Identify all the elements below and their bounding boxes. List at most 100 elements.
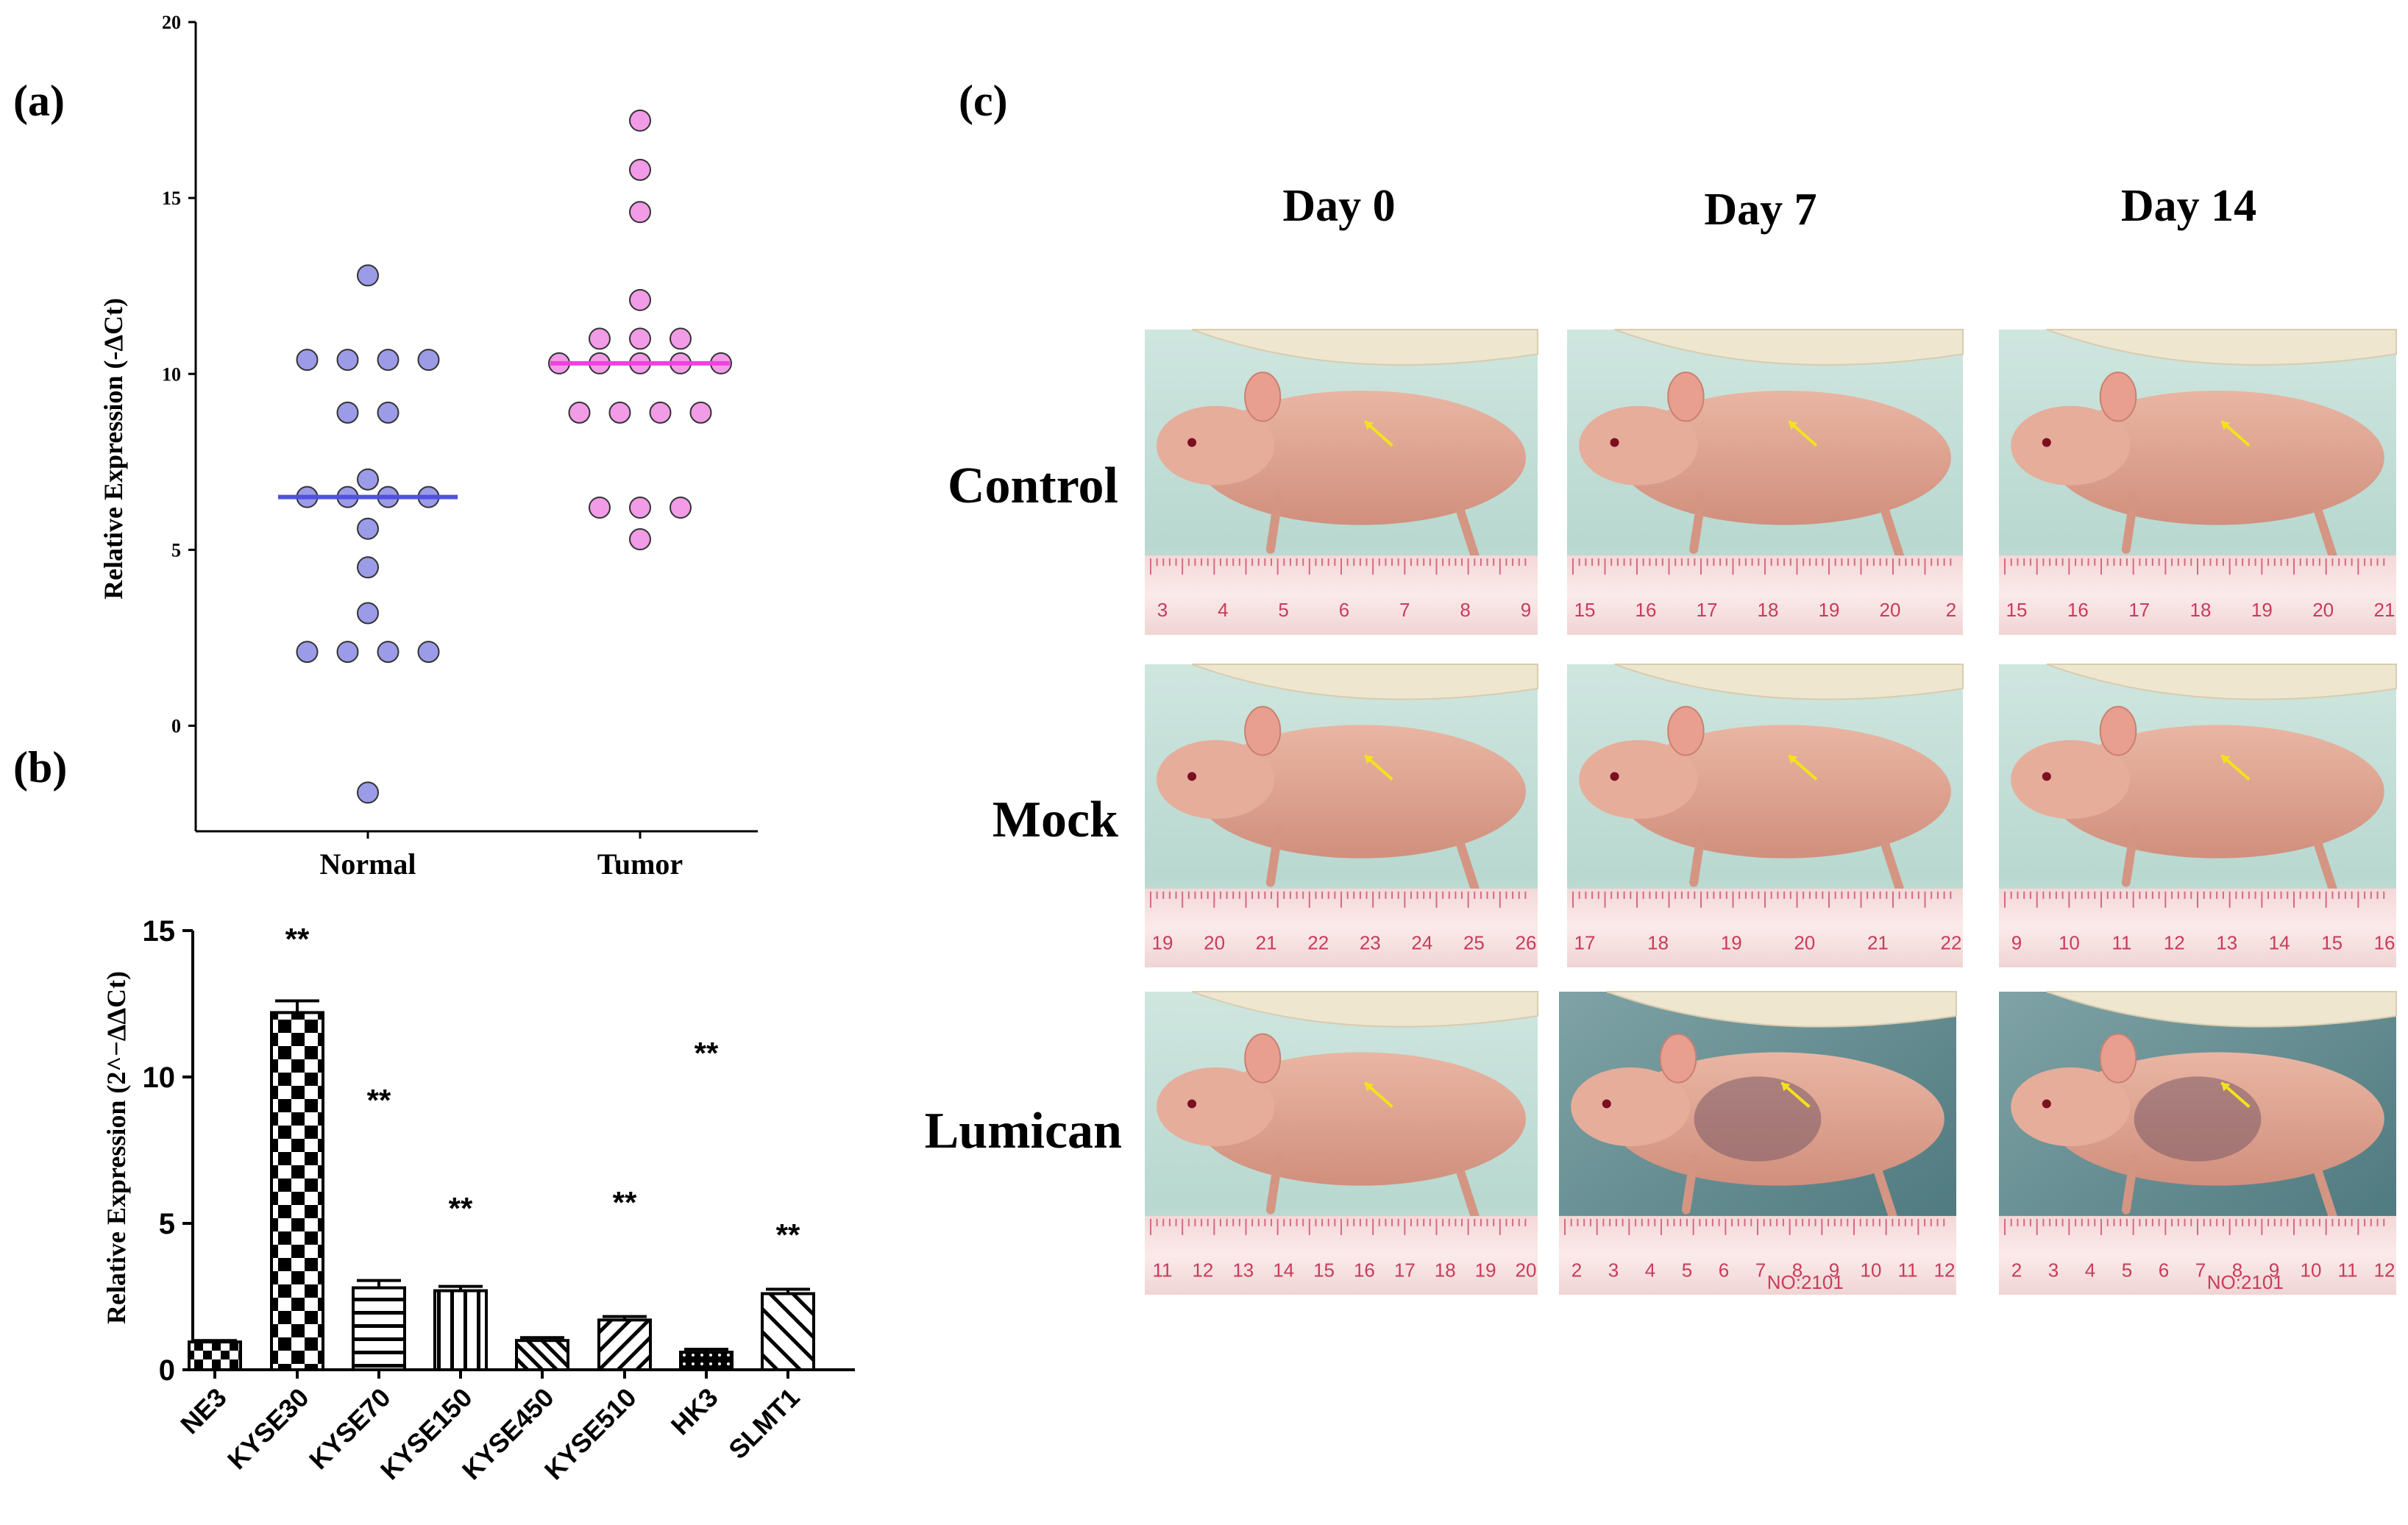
y-tick-label-a: 20 xyxy=(162,12,181,33)
mouse-ear xyxy=(1244,372,1282,422)
mouse-legs xyxy=(1265,1153,1480,1220)
bar-kyse30 xyxy=(270,1011,324,1371)
data-point-normal xyxy=(377,349,399,372)
data-point-normal xyxy=(336,349,359,372)
data-point-normal xyxy=(357,602,379,625)
data-point-normal xyxy=(357,468,379,491)
ruler-number: 8 xyxy=(1460,599,1470,621)
y-tick-label-a: 0 xyxy=(171,716,181,737)
tumor-mass xyxy=(2134,1076,2262,1162)
ruler-number: 21 xyxy=(1256,931,1277,953)
ruler-number: 9 xyxy=(1521,599,1531,621)
y-tick-label-b: 5 xyxy=(159,1208,175,1240)
significance-marker: ** xyxy=(367,1083,391,1117)
data-point-tumor xyxy=(629,158,651,181)
mouse-head xyxy=(2011,740,2131,820)
ruler-number: 16 xyxy=(1354,1259,1375,1281)
mouse-ear xyxy=(2099,705,2137,756)
ruler-number: 13 xyxy=(2216,931,2237,953)
photo-lumican-day7: 2 3 4 5 6 7 8 9 10 11 12 NO:2101 xyxy=(1559,991,1957,1295)
mouse-head xyxy=(1579,405,1698,486)
ruler-number: 4 xyxy=(2085,1259,2095,1281)
ruler-number: 9 xyxy=(1829,1259,1839,1281)
bar-kyse150 xyxy=(433,1289,488,1372)
ruler-number: 4 xyxy=(1218,599,1228,621)
ruler-number: 20 xyxy=(2312,599,2334,621)
ruler-number: 18 xyxy=(2190,599,2212,621)
x-category-label-a: Normal xyxy=(319,847,416,881)
x-category-label-b: NE3 xyxy=(174,1382,232,1440)
y-axis-label-a: Relative Expression (-ΔCt) xyxy=(99,298,128,600)
ruler-number: 9 xyxy=(2269,1259,2279,1281)
x-category-label-b: SLMT1 xyxy=(722,1382,805,1465)
photo-mock-day14: 9 10 11 12 13 14 15 16 xyxy=(1999,664,2397,967)
data-point-tumor xyxy=(608,401,631,424)
ruler-number: 19 xyxy=(1721,931,1742,953)
mouse-ear xyxy=(1659,1033,1697,1084)
ruler-stamp: NO:2101 xyxy=(2207,1271,2284,1293)
mouse-eye xyxy=(1602,1099,1611,1109)
data-point-tumor xyxy=(649,401,672,424)
data-point-normal xyxy=(336,641,359,664)
yellow-arrow-head xyxy=(1781,1082,1791,1092)
column-header-day-14: Day 14 xyxy=(2121,181,2256,231)
ruler-number: 8 xyxy=(2232,1259,2242,1281)
glove-shape xyxy=(2046,329,2397,366)
mouse-head xyxy=(2011,1067,2131,1147)
ruler-number: 19 xyxy=(1475,1259,1496,1281)
mouse-head xyxy=(1579,740,1698,820)
mouse-ear xyxy=(2099,1033,2137,1084)
mouse-legs xyxy=(2121,826,2337,893)
ruler-number: 19 xyxy=(1819,599,1840,621)
glove-shape xyxy=(1191,991,1538,1028)
significance-marker: ** xyxy=(695,1036,719,1070)
mouse-eye xyxy=(1187,772,1197,781)
mouse-head xyxy=(1571,1067,1691,1147)
y-tick-label-b: 0 xyxy=(159,1354,175,1387)
mouse-head xyxy=(1157,740,1275,820)
ruler-number: 15 xyxy=(2006,599,2028,621)
mouse-eye xyxy=(1187,1099,1197,1109)
mouse-legs xyxy=(1689,826,1904,893)
ruler-number: 11 xyxy=(2338,1259,2358,1281)
ruler-number: 3 xyxy=(1157,599,1168,621)
ruler-number: 21 xyxy=(2374,599,2395,621)
data-point-tumor xyxy=(589,497,611,519)
ruler-number: 2 xyxy=(1571,1259,1582,1281)
data-point-tumor xyxy=(589,327,611,350)
mouse-ear xyxy=(1667,705,1705,756)
data-point-normal xyxy=(336,401,359,424)
photo-lumican-day0: 11 12 13 14 15 16 17 18 19 20 xyxy=(1145,991,1538,1295)
yellow-arrow-head xyxy=(2221,421,2231,430)
ruler-number: 14 xyxy=(2269,931,2290,953)
mouse-legs xyxy=(1265,826,1480,893)
ruler-number: 23 xyxy=(1360,931,1381,953)
ruler-number: 2 xyxy=(2011,1259,2022,1281)
data-point-tumor xyxy=(689,401,712,424)
mouse-ear xyxy=(1667,372,1705,422)
ruler-number: 17 xyxy=(1574,931,1596,953)
ruler-number: 17 xyxy=(1394,1259,1416,1281)
ruler-number: 21 xyxy=(1867,931,1889,953)
ruler-number: 3 xyxy=(2048,1259,2059,1281)
ruler-number: 7 xyxy=(2195,1259,2206,1281)
row-label-control: Control xyxy=(948,458,1118,514)
ruler-number: 22 xyxy=(1307,931,1329,953)
scatter-chart-a: Relative Expression (-ΔCt) 0 5 10 15 20 Norm… xyxy=(99,12,758,881)
mouse-ear xyxy=(2099,372,2137,422)
glove-shape xyxy=(1614,329,1964,366)
mouse-body xyxy=(1196,725,1526,859)
panel-label-c: (c) xyxy=(959,77,1008,125)
glove-shape xyxy=(1606,991,1957,1028)
photo-control-day14: 15 16 17 18 19 20 21 xyxy=(1999,329,2397,635)
data-point-tumor xyxy=(629,109,651,132)
ruler-number: 10 xyxy=(2301,1259,2322,1281)
significance-marker: ** xyxy=(776,1217,800,1252)
ruler-number: 11 xyxy=(2112,931,2131,953)
ruler-number: 16 xyxy=(1635,599,1657,621)
glove-shape xyxy=(1614,664,1964,700)
data-point-normal xyxy=(357,556,379,579)
photo-lumican-day14: 2 3 4 5 6 7 8 9 10 11 12 NO:2101 xyxy=(1999,991,2397,1295)
ruler-number: 7 xyxy=(1399,599,1410,621)
